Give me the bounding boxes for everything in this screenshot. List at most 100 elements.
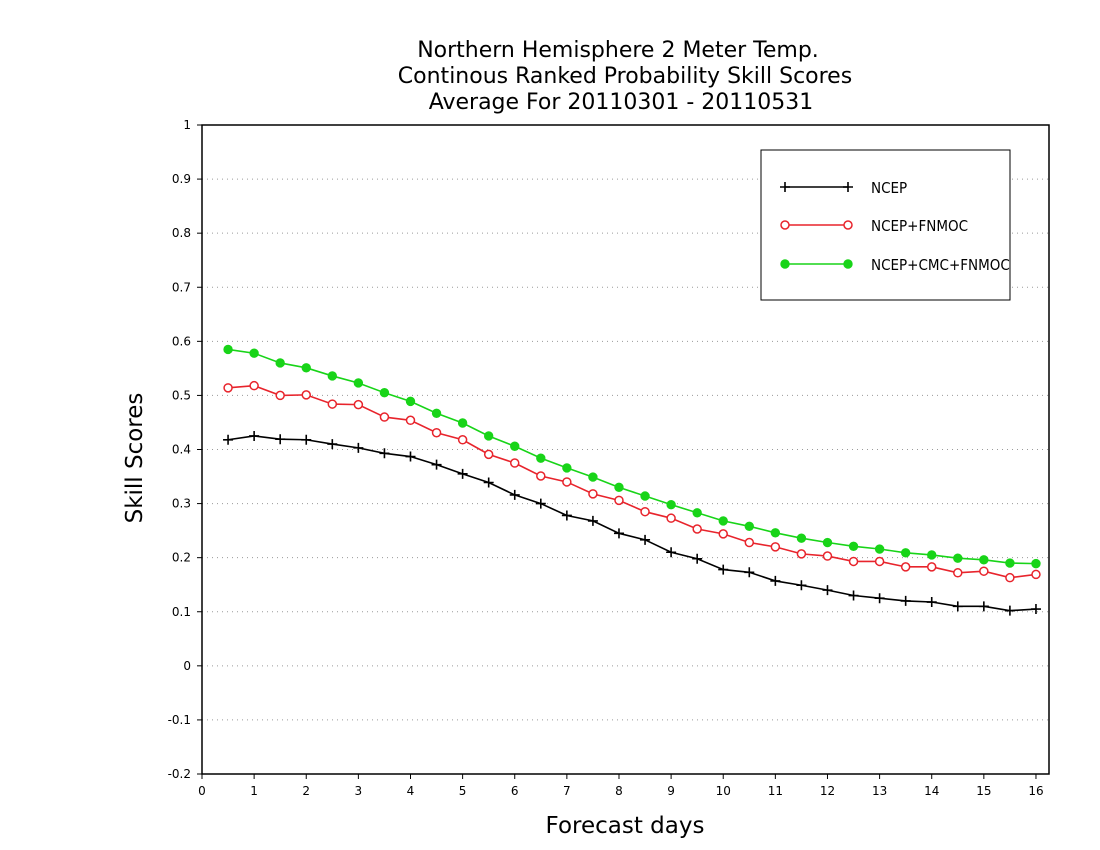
data-point [744,567,755,578]
y-tick-label: 1 [183,118,191,132]
data-point [588,472,598,482]
data-point [1005,572,1015,583]
data-point [692,524,702,534]
data-point [822,537,833,548]
data-point [535,498,546,509]
data-point [718,529,728,539]
data-point [780,182,790,192]
data-point [249,380,259,391]
data-point [900,562,911,572]
x-tick-label: 5 [459,784,467,798]
data-point [979,566,989,576]
data-point [640,534,651,545]
data-point [562,477,572,487]
x-tick-label: 6 [511,784,519,798]
data-point [275,358,285,368]
y-tick-label: 0 [183,659,191,673]
series [223,344,1041,616]
x-tick-label: 10 [716,784,731,798]
data-point [614,482,624,493]
data-point [353,399,364,410]
series-line [227,348,1036,565]
data-point [223,344,233,355]
legend-items: NCEP NCEP+FNMOC NCEP+CMC+FNMOC [780,179,1010,274]
data-point [431,459,442,470]
y-tick-label: 0.7 [172,280,191,294]
data-point [249,430,260,441]
data-point [457,468,468,479]
legend-item: NCEP+FNMOC [780,217,968,235]
data-point [353,378,364,388]
data-point [874,544,885,554]
series-line [227,384,1037,579]
data-point [953,553,963,563]
y-tick-label: 0.6 [172,334,191,348]
y-tick-label: 0.1 [172,605,191,619]
data-point [587,515,598,526]
data-point [483,431,494,441]
data-point [666,513,676,523]
x-tick-label: 11 [768,784,783,798]
y-tick-label: 0.5 [172,388,191,402]
data-point [843,259,853,269]
chart-title: Northern Hemisphere 2 Meter Temp. Contin… [398,38,852,115]
x-tick-label: 16 [1028,784,1043,798]
y-tick-label: 0.8 [172,226,191,240]
x-tick-label: 14 [924,784,939,798]
y-tick-label: 0.9 [172,172,191,186]
data-point [926,597,937,608]
data-point [223,434,234,445]
x-tick-label: 9 [667,784,675,798]
data-point [562,463,572,473]
y-tick-label: 0.4 [172,443,191,457]
data-point [978,601,989,612]
data-point [405,451,416,462]
axes: -0.2-0.100.10.20.30.40.50.60.70.80.910 1 2… [168,118,1044,798]
x-tick-label: 3 [355,784,363,798]
data-point [483,477,494,488]
data-point [431,408,442,418]
data-point [536,471,546,481]
title-line-3: Average For 20110301 - 20110531 [429,90,814,115]
data-point [561,510,572,521]
x-tick-label: 2 [302,784,310,798]
data-point [796,549,807,559]
series-2 [223,344,1041,569]
title-line-1: Northern Hemisphere 2 Meter Temp. [417,38,819,63]
data-point [692,508,702,518]
data-point [770,542,781,552]
legend-item: NCEP [780,179,907,197]
data-point [327,439,338,450]
x-tick-label: 15 [976,784,991,798]
data-point [952,601,963,612]
data-point [926,562,937,572]
data-point [874,593,885,604]
data-point [927,550,937,560]
x-tick-label: 8 [615,784,623,798]
data-point [843,220,853,230]
series-1 [223,380,1041,583]
x-tick-label: 4 [407,784,415,798]
data-point [1031,569,1041,580]
x-tick-label: 1 [250,784,258,798]
data-point [327,371,338,381]
data-point [666,499,676,510]
y-tick-label: -0.2 [168,767,191,781]
data-point [780,259,790,269]
data-point [588,489,598,499]
data-point [1005,558,1015,568]
legend-label: NCEP+FNMOC [871,217,968,235]
data-point [509,458,520,468]
data-point [510,441,520,451]
data-point [744,537,755,548]
series-line [227,435,1037,612]
data-point [900,595,911,606]
data-point [301,434,312,445]
data-point [953,568,963,578]
legend: NCEP NCEP+FNMOC NCEP+CMC+FNMOC [760,149,1011,301]
y-tick-label: -0.1 [168,713,191,727]
legend-item: NCEP+CMC+FNMOC [780,256,1010,274]
data-point [353,442,364,453]
data-point [275,434,286,445]
data-point [640,491,650,501]
